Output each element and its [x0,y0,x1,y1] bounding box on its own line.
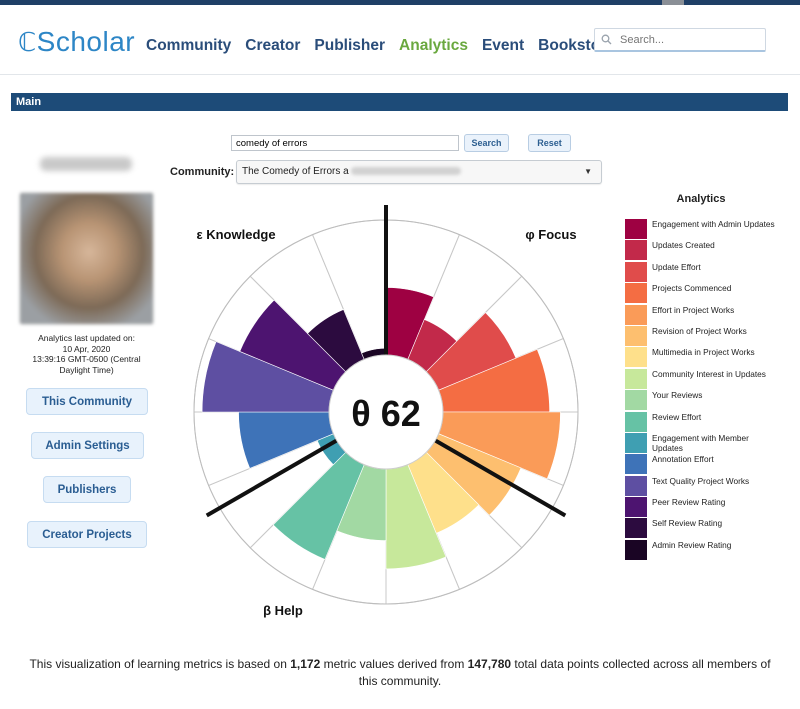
metric-count: 1,172 [290,657,321,671]
avatar [20,193,153,324]
center-disc [328,354,444,470]
community-name-redacted [350,167,461,176]
section-label-help: β Help [263,603,303,618]
admin-settings-button[interactable]: Admin Settings [31,432,144,459]
logo-icon: ℂ [18,27,37,57]
section-label-focus: φ Focus [525,227,576,242]
legend-label: Revision of Project Works [652,325,747,336]
this-community-button[interactable]: This Community [26,388,148,415]
legend-label: Engagement with Member Updates [652,432,749,453]
legend-swatch [625,454,647,475]
community-label: Community: [170,166,235,178]
legend-label: Your Reviews [652,390,703,401]
legend-label: Review Effort [652,411,702,422]
creator-projects-button[interactable]: Creator Projects [27,521,147,548]
top-accent-bar [0,0,800,5]
publishers-button[interactable]: Publishers [43,476,131,503]
legend-label: Effort in Project Works [652,304,735,315]
legend-label: Community Interest in Updates [652,368,766,379]
legend-label: Text Quality Project Works [652,475,750,486]
legend-title: Analytics [676,193,726,205]
legend-swatch [625,283,647,304]
updated-line: 10 Apr, 2020 [62,343,111,354]
top-bar-marker [662,0,684,5]
legend-label: Self Review Rating [652,518,723,529]
updated-line: 13:39:16 GMT-0500 (Central Daylight Time… [32,354,141,375]
legend-swatch [625,325,647,346]
search-icon [601,34,612,45]
search-button[interactable]: Search [464,134,509,152]
section-label-knowledge: ε Knowledge [196,227,275,242]
nav-creator[interactable]: Creator [245,37,301,54]
main-nav: Community Creator Publisher Analytics Ev… [146,37,615,55]
updated-line: Analytics last updated on: [38,333,135,343]
main-section-bar: Main [11,93,788,111]
legend-swatch [625,539,647,560]
header-divider [0,74,800,75]
legend-swatch [625,347,647,368]
legend-swatch [625,304,647,325]
legend-swatch [625,261,647,282]
scholar-logo[interactable]: ℂScholar [18,26,135,58]
community-query-input[interactable] [231,135,459,151]
legend-swatch [625,432,647,453]
analytics-updated-text: Analytics last updated on: 10 Apr, 2020 13… [20,333,153,375]
legend-label: Update Effort [652,261,701,272]
footer-text-3: total data points collected across all m… [358,657,771,688]
legend-swatch [625,475,647,496]
footer-summary: This visualization of learning metrics i… [20,656,780,690]
legend-swatch [625,240,647,261]
nav-community[interactable]: Community [146,37,232,54]
legend-label: Multimedia in Project Works [652,347,755,358]
logo-text: Scholar [36,26,136,57]
legend-swatch [625,368,647,389]
data-point-count: 147,780 [467,657,512,671]
nav-publisher[interactable]: Publisher [314,37,386,54]
legend-swatch [625,219,647,239]
legend-swatch [625,518,647,539]
nav-event[interactable]: Event [481,37,525,54]
community-selected-value: The Comedy of Errors a [242,166,349,177]
legend-label: Peer Review Rating [652,497,726,508]
user-name-redacted [40,157,132,171]
legend-label: Updates Created [652,240,715,251]
community-select[interactable]: The Comedy of Errors a ▼ [236,160,602,184]
site-search [594,28,766,52]
legend-swatch [625,390,647,411]
section-divider [434,438,567,518]
section-divider [205,438,338,518]
legend-label: Engagement with Admin Updates [652,219,775,229]
reset-button[interactable]: Reset [528,134,571,152]
legend-label: Annotation Effort [652,454,714,465]
footer-text-1: This visualization of learning metrics i… [29,657,291,671]
center-score: θ 62 [351,393,421,434]
search-input[interactable] [618,32,762,47]
legend-label: Admin Review Rating [652,539,732,550]
legend-swatch [625,497,647,518]
chevron-down-icon: ▼ [584,167,592,176]
legend-label: Projects Commenced [652,283,732,294]
legend-swatch [625,411,647,432]
nav-analytics[interactable]: Analytics [399,37,468,54]
footer-text-2: metric values derived from [320,657,468,671]
